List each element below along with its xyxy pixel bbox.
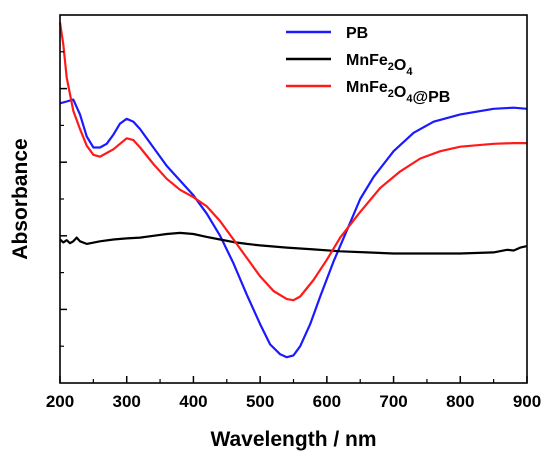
y-axis-title: Absorbance	[9, 138, 32, 259]
x-tick-label: 400	[179, 392, 207, 411]
x-tick-label: 200	[46, 392, 74, 411]
x-axis-title: Wavelength / nm	[210, 428, 376, 451]
x-tick-label: 900	[513, 392, 541, 411]
legend-label-3: MnFe2O4@PB	[346, 79, 450, 106]
series-line-3	[58, 22, 527, 302]
x-tick-label: 700	[379, 392, 407, 411]
x-tick-label: 300	[113, 392, 141, 411]
legend-label-2: MnFe2O4	[346, 52, 413, 78]
plot-frame	[59, 14, 528, 384]
legend-label-1: PB	[346, 25, 368, 42]
series-line-2	[59, 231, 528, 255]
ticks-layer: 200 300 400 500 600 700 800 900	[46, 51, 541, 411]
series-line-1	[59, 98, 528, 359]
x-tick-label: 800	[446, 392, 474, 411]
series-layer	[58, 22, 528, 359]
x-tick-label: 500	[246, 392, 274, 411]
x-tick-label: 600	[313, 392, 341, 411]
